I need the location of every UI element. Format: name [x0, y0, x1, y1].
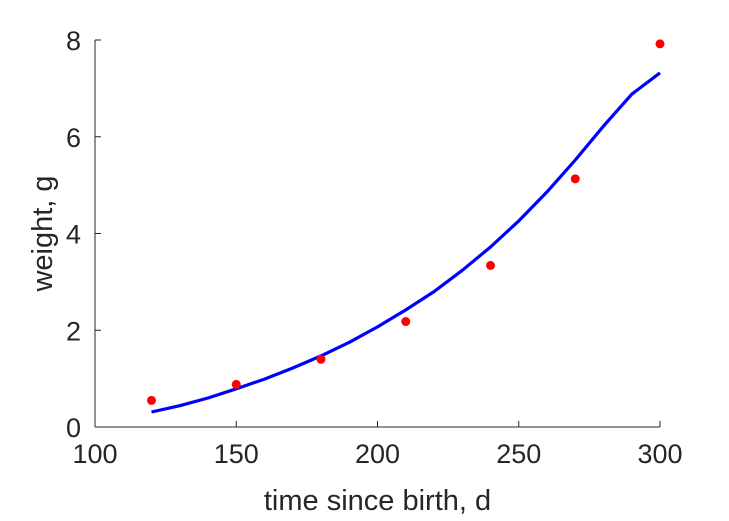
- fit-curve-line: [151, 71, 661, 414]
- data-point: [147, 395, 156, 405]
- y-tick-label: 0: [66, 413, 81, 443]
- x-tick-label: 300: [637, 439, 682, 469]
- x-tick-label: 250: [496, 439, 541, 469]
- axes: [94, 40, 660, 428]
- x-tick-label: 200: [355, 439, 400, 469]
- y-axis-ticks: 0 2 4 6 8: [66, 26, 101, 443]
- y-tick-label: 2: [66, 316, 81, 346]
- data-point: [655, 39, 665, 49]
- x-tick-label: 100: [72, 439, 117, 469]
- y-axis-title: weight, g: [27, 175, 59, 292]
- data-point: [486, 260, 495, 270]
- x-tick-label: 150: [214, 439, 259, 469]
- x-axis-title: time since birth, d: [264, 485, 491, 517]
- y-tick-label: 4: [66, 220, 81, 250]
- data-point: [316, 354, 326, 364]
- series-layer: [147, 39, 665, 414]
- data-point: [231, 379, 241, 389]
- data-point: [401, 317, 411, 327]
- y-tick-label: 6: [66, 123, 81, 153]
- x-axis-ticks: 100 150 200 250 300: [72, 421, 683, 469]
- data-point: [570, 174, 580, 184]
- y-tick-label: 8: [66, 26, 81, 56]
